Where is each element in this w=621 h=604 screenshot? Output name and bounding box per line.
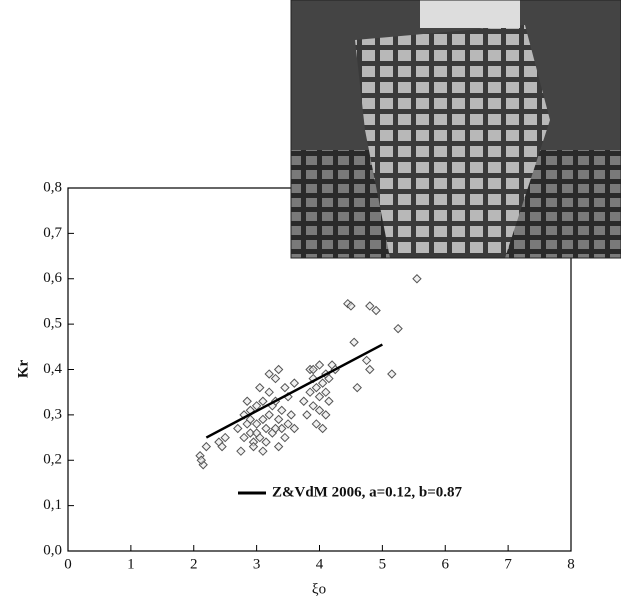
fit-line [205,343,383,439]
scatter-point [245,428,256,438]
x-tick-label: 2 [190,556,198,572]
scatter-point [365,301,375,311]
photo-blocks [355,25,550,258]
scatter-point [270,373,281,384]
scatter-point [264,369,274,379]
y-tick-label: 0,5 [43,316,62,332]
x-tick-label: 4 [316,556,324,572]
scatter-point [264,410,274,420]
scatter-point [324,373,334,384]
scatter-point [393,323,403,334]
scatter-point [255,382,265,393]
scatter-point [280,382,290,393]
scatter-point [273,364,284,375]
scatter-point [277,405,287,416]
scatter-point [317,378,328,388]
scatter-point [242,396,252,406]
scatter-point [412,274,422,284]
scatter-point [196,455,207,465]
scatter-point [251,428,262,438]
x-tick-label: 5 [379,556,387,572]
x-tick-label: 8 [567,556,575,572]
scatter-point [365,364,375,375]
y-tick-label: 0,6 [43,270,62,286]
x-tick-label: 0 [64,556,72,572]
scatter-point [314,360,325,370]
scatter-point [299,396,309,406]
scatter-point [220,432,230,443]
scatter-point [251,419,262,429]
scatter-point [321,410,331,420]
scatter-point [261,437,271,447]
scatter-point [286,410,296,420]
scatter-point [305,387,315,397]
scatter-point [317,423,328,434]
scatter-point [289,378,300,388]
scatter-point [314,392,325,402]
scatter-point [289,423,300,434]
scatter-point [387,369,397,379]
y-tick-label: 0,7 [43,225,62,241]
y-tick-label: 0,2 [43,452,62,468]
scatter-point [371,305,381,316]
scatter-point [273,414,284,425]
x-tick-label: 3 [253,556,261,572]
scatter-point [308,401,318,411]
y-axis-title: Kr [15,359,31,378]
scatter-point [248,441,259,452]
scatter-point [236,446,246,456]
scatter-point [321,387,331,397]
x-tick-label: 6 [442,556,450,572]
plot-area: 0 1 2 3 4 5 6 7 8 0,0 0,1 0,2 0,3 0,4 0,5 0,6 0,7 0,8 Z&Vd… [43,179,575,572]
scatter-point [239,432,249,443]
scatter-point [233,423,243,434]
scatter-point [201,441,212,452]
photo-light [420,0,520,28]
scatter-point [217,441,227,452]
scatter-point [273,441,284,452]
y-tick-label: 0,0 [43,542,62,558]
scatter-point [349,337,359,347]
y-tick-label: 0,1 [43,497,62,513]
photo-frame [290,0,621,259]
scatter-point [311,382,322,393]
scatter-point [308,364,318,375]
scatter-point [245,414,256,425]
scatter-point [258,396,268,406]
scatter-point [352,382,362,393]
photo-inset [290,0,621,259]
scatter-point [283,419,293,429]
scatter-point [361,355,372,366]
y-tick-label: 0,4 [43,361,62,377]
scatter-point [270,423,281,434]
scatter-point [277,423,287,434]
scatter-point [314,405,325,416]
scatter-point [302,410,312,420]
x-tick-label: 1 [127,556,135,572]
scatter-point [258,446,268,456]
scatter-point [261,423,271,434]
scatter-point [280,432,290,443]
legend-label: Z&VdM 2006, a=0.12, b=0.87 [272,484,463,500]
scatter-point [258,414,268,425]
scatter-point [346,301,356,311]
scatter-point [324,396,334,406]
x-axis-title: ξo [312,581,326,597]
y-tick-label: 0,8 [43,179,62,195]
y-tick-label: 0,3 [43,406,62,422]
scatter-point [311,419,322,429]
scatter-point [264,387,274,397]
x-tick-label: 7 [504,556,512,572]
